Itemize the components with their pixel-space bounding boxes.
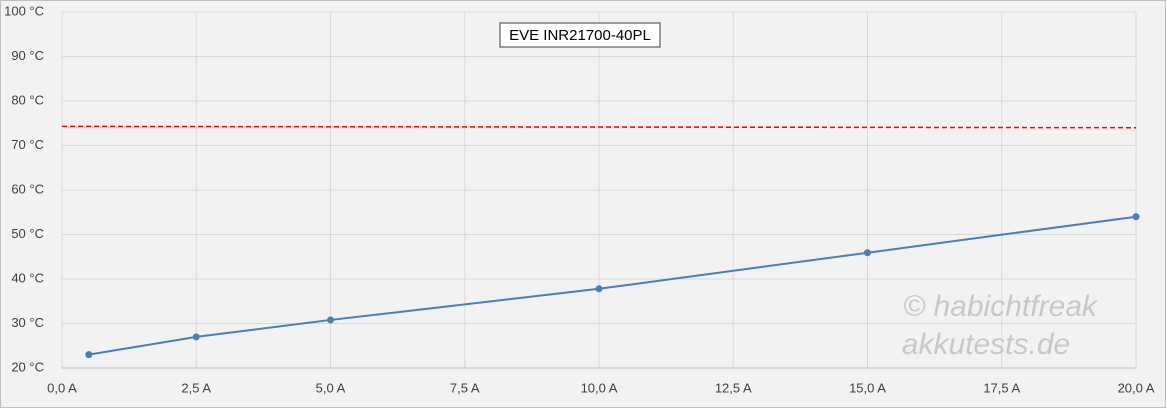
y-tick-label: 80 °C <box>11 92 44 107</box>
series-line <box>88 215 1137 356</box>
x-tick-label: 20,0 A <box>1118 380 1155 395</box>
x-tick-label: 2,5 A <box>181 380 211 395</box>
x-tick-label: 10,0 A <box>581 380 618 395</box>
y-tick-label: 100 °C <box>4 3 44 18</box>
y-tick-label: 40 °C <box>11 270 44 285</box>
data-point <box>327 316 334 324</box>
chart-title: EVE INR21700-40PL <box>509 27 651 44</box>
y-tick-label: 50 °C <box>11 226 44 241</box>
x-tick-label: 5,0 A <box>316 380 346 395</box>
y-tick-label: 70 °C <box>11 137 44 152</box>
x-tick-label: 17,5 A <box>983 380 1020 395</box>
data-point <box>192 333 200 341</box>
x-tick-label: 12,5 A <box>715 380 752 395</box>
y-tick-label: 30 °C <box>11 315 44 330</box>
watermark: akkutests.de <box>902 328 1070 361</box>
y-tick-label: 20 °C <box>11 359 44 374</box>
y-tick-label: 90 °C <box>11 48 44 63</box>
data-point <box>595 285 603 293</box>
watermark: © habichtfreak <box>903 290 1099 323</box>
data-point <box>864 249 871 257</box>
series-line <box>61 125 1137 129</box>
plot <box>61 125 1140 359</box>
data-point <box>1132 213 1140 221</box>
y-tick-label: 60 °C <box>11 181 44 196</box>
title-box <box>499 22 661 48</box>
grid <box>61 11 1137 369</box>
data-point <box>85 351 93 359</box>
x-tick-label: 0,0 A <box>47 380 77 395</box>
x-tick-label: 7,5 A <box>450 380 480 395</box>
x-tick-label: 15,0 A <box>849 380 886 395</box>
